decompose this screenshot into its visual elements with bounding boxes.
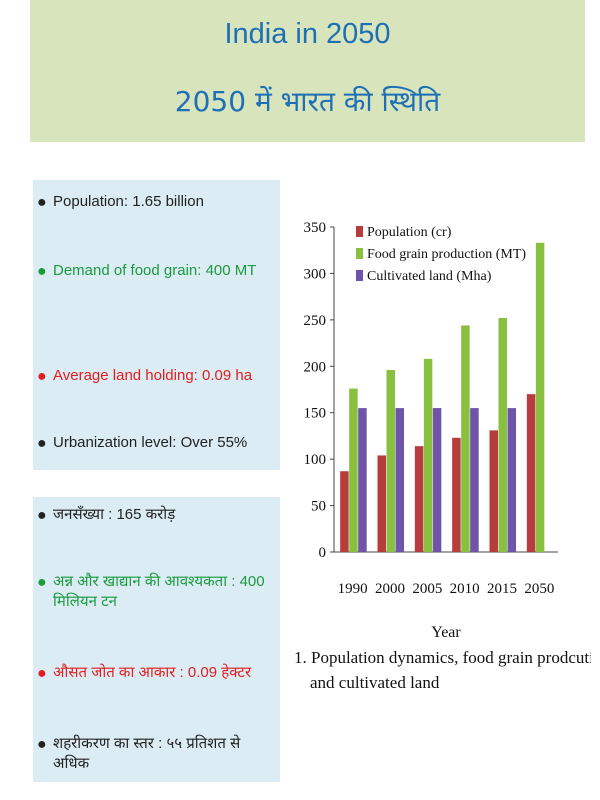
bar-2015-0 (489, 430, 498, 552)
bar-2000-1 (386, 370, 395, 552)
bar-1990-2 (358, 408, 367, 552)
y-tick-label: 200 (304, 359, 327, 375)
bar-2005-0 (414, 446, 424, 552)
bar-2015-1 (498, 318, 507, 552)
title-hindi: 2050 में भारत की स्थिति (174, 85, 441, 118)
bar-2010-2 (470, 408, 479, 552)
bullet-icon: ● (37, 368, 47, 385)
x-tick-label: 2015 (487, 581, 517, 597)
bar-2015-2 (507, 408, 516, 552)
x-tick-label: 2050 (524, 581, 554, 597)
bar-2010-0 (452, 437, 461, 552)
x-axis-title: Year (431, 624, 461, 641)
y-tick-label: 300 (304, 266, 327, 282)
title-banner: India in 2050 2050 में भारत की स्थिति (30, 0, 585, 142)
y-tick-label: 50 (311, 499, 326, 515)
bar-2000-0 (377, 455, 386, 552)
bar-2050-1 (535, 242, 545, 552)
bar-2005-1 (423, 358, 433, 552)
y-tick-label: 150 (304, 406, 327, 422)
bar-2010-1 (461, 325, 470, 552)
bullet-icon: ● (37, 665, 47, 682)
legend-label: Food grain production (MT) (367, 247, 526, 262)
legend-label: Cultivated land (Mha) (367, 269, 492, 284)
bullet-icon: ● (37, 736, 47, 753)
bar-2050-0 (526, 394, 536, 552)
y-tick-label: 100 (304, 452, 327, 468)
bar-1990-1 (349, 388, 358, 552)
hindi-facts-box: ● जनसँख्या : 165 करोड़ ● अन्न और खाद्यान… (33, 497, 280, 782)
bar-2005-2 (432, 408, 442, 552)
legend-swatch (356, 248, 363, 259)
y-tick-label: 0 (319, 545, 327, 561)
bar-chart: 0 50 100 150 200 250 300 350 1990 2000 2005 2010 20… (294, 220, 600, 692)
chart-caption-line2: and cultivated land (310, 673, 440, 692)
y-tick-label: 350 (304, 220, 327, 236)
x-tick-label: 2000 (375, 581, 405, 597)
x-tick-label: 2005 (412, 581, 442, 597)
bullet-icon: ● (37, 194, 47, 211)
y-tick-label: 250 (304, 313, 327, 329)
english-facts-box: ● Population: 1.65 billion ● Demand of f… (33, 180, 280, 470)
legend-label: Population (cr) (367, 225, 452, 240)
title-english: India in 2050 (224, 18, 391, 50)
bullet-icon: ● (37, 263, 47, 280)
bullet-icon: ● (37, 574, 47, 591)
legend-swatch (356, 270, 363, 281)
chart-caption-line1: 1. Population dynamics, food grain prodc… (294, 648, 591, 667)
bullet-icon: ● (37, 507, 47, 524)
bullet-icon: ● (37, 435, 47, 452)
legend-swatch (356, 226, 363, 237)
bar-1990-0 (340, 471, 349, 552)
bar-2000-2 (395, 408, 404, 552)
x-tick-label: 1990 (338, 581, 368, 597)
x-tick-label: 2010 (450, 581, 480, 597)
chart-panel: 0 50 100 150 200 250 300 350 1990 2000 2005 2010 20… (286, 200, 600, 695)
